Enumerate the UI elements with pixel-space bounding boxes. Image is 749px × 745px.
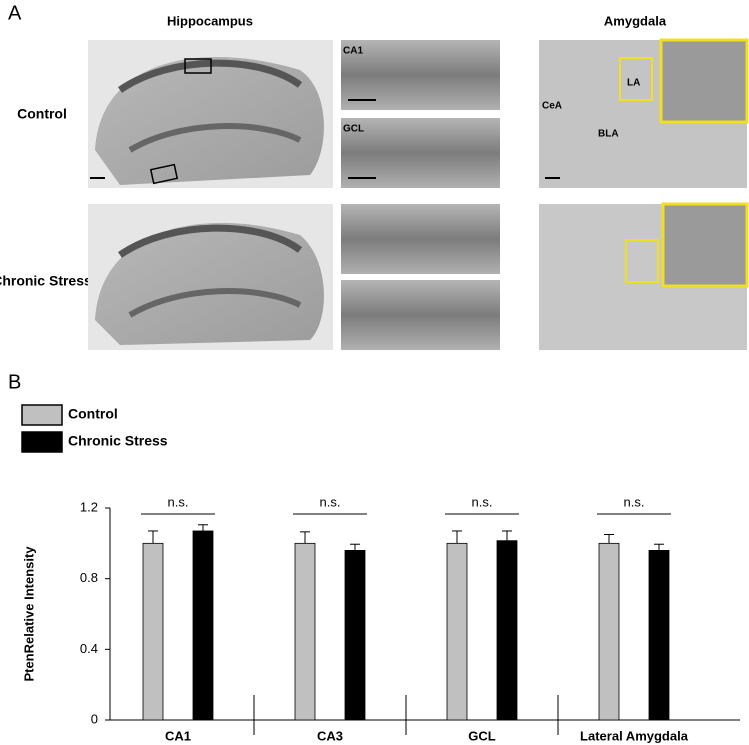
legend-label: Control — [68, 406, 118, 422]
bar — [192, 530, 214, 721]
y-tick-label: 1.2 — [80, 499, 98, 514]
inset-images — [341, 40, 500, 350]
error-bar — [502, 530, 512, 541]
significance-label: n.s. — [320, 494, 341, 509]
significance-label: n.s. — [168, 494, 189, 509]
panel-label: B — [8, 371, 21, 393]
bar — [648, 550, 670, 721]
inset-label: CA1 — [343, 46, 363, 57]
x-tick-label: GCL — [468, 728, 496, 743]
bar — [344, 550, 366, 721]
bar-chart: Control Chronic Stress PtenRelative Intens… — [21, 404, 740, 743]
error-bar — [148, 530, 158, 544]
panel-label: A — [8, 2, 22, 24]
column-title: Amygdala — [604, 13, 667, 28]
y-tick-label: 0.4 — [80, 641, 98, 656]
y-axis-label: PtenRelative Intensity — [21, 546, 36, 682]
x-tick-label: CA1 — [165, 728, 191, 743]
error-bar — [654, 543, 664, 551]
error-bar — [350, 543, 360, 551]
bar — [446, 542, 468, 721]
y-tick-label: 0 — [91, 711, 98, 726]
column-title: Hippocampus — [167, 13, 253, 28]
y-tick-label: 0.8 — [80, 570, 98, 585]
legend-swatch — [21, 431, 63, 453]
error-bar — [452, 530, 462, 544]
amygdala-image — [539, 38, 749, 350]
legend-swatch — [21, 404, 63, 426]
row-label: Control — [17, 106, 67, 122]
region-label: BLA — [598, 129, 619, 140]
legend-label: Chronic Stress — [68, 433, 168, 449]
bar — [598, 542, 620, 721]
bar — [294, 542, 316, 721]
x-tick-label: Lateral Amygdala — [580, 728, 689, 743]
significance-label: n.s. — [624, 494, 645, 509]
inset-label: GCL — [343, 124, 364, 135]
region-label: LA — [627, 78, 640, 89]
bar — [142, 542, 164, 721]
hippocampus-image — [88, 40, 333, 350]
error-bar — [300, 531, 310, 544]
bar — [496, 540, 518, 721]
error-bar — [604, 534, 614, 544]
error-bar — [198, 524, 208, 531]
significance-label: n.s. — [472, 494, 493, 509]
row-label: Chronic Stress — [0, 273, 92, 289]
x-tick-label: CA3 — [317, 728, 343, 743]
region-label: CeA — [542, 101, 562, 112]
